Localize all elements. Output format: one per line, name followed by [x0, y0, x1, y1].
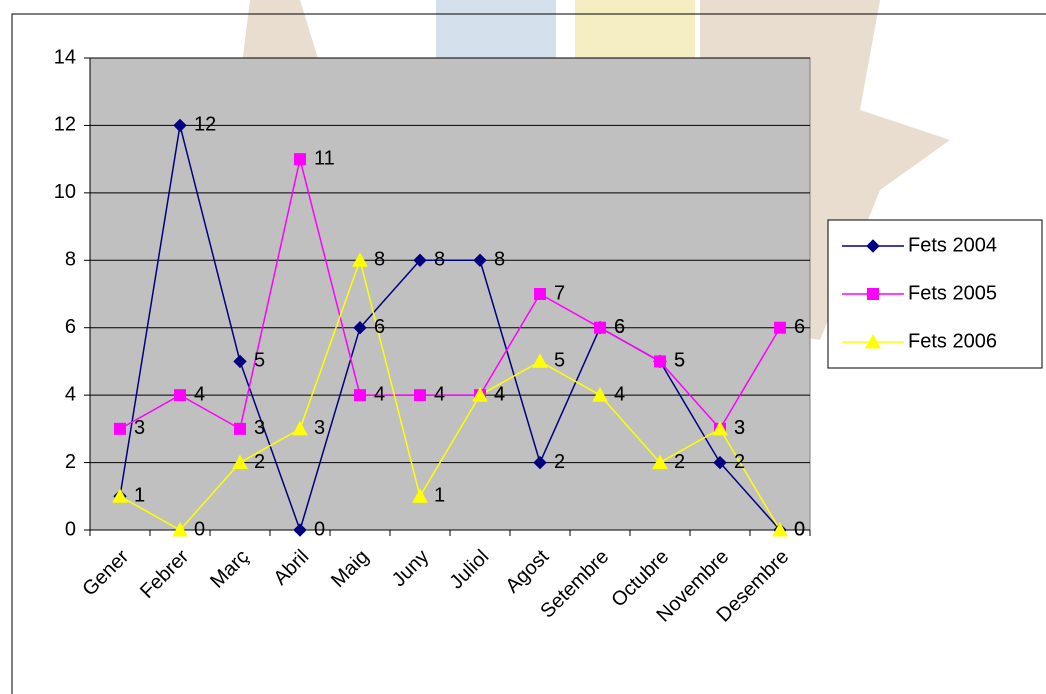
- marker: [772, 521, 788, 537]
- marker: [592, 387, 608, 402]
- data-label: 1: [134, 485, 145, 507]
- data-label: 1: [134, 485, 145, 507]
- data-label: 4: [194, 383, 205, 405]
- series-line: [119, 125, 781, 533]
- data-label: 3: [254, 417, 265, 439]
- marker: [232, 454, 248, 470]
- marker: [594, 321, 606, 334]
- data-label: 6: [794, 316, 805, 338]
- legend-marker: [866, 239, 880, 253]
- data-label: 5: [674, 350, 685, 372]
- data-label: 12: [194, 114, 216, 136]
- marker: [473, 253, 487, 267]
- marker: [713, 455, 727, 470]
- y-tick-label: 0: [65, 518, 76, 540]
- y-tick-label: 4: [65, 383, 76, 405]
- data-label: 3: [134, 417, 145, 439]
- y-tick-label: 14: [54, 46, 76, 68]
- data-label: 0: [194, 518, 205, 540]
- x-tick-label: Juny: [388, 546, 433, 591]
- data-label: 4: [374, 383, 385, 405]
- marker: [652, 454, 668, 470]
- marker: [532, 353, 548, 368]
- x-tick-label: Març: [206, 546, 253, 593]
- marker: [712, 420, 728, 436]
- marker: [172, 521, 188, 537]
- x-tick-label: Agost: [502, 545, 554, 597]
- legend-label: Fets 2004: [908, 234, 997, 256]
- marker: [472, 387, 488, 402]
- data-label: 4: [434, 383, 445, 405]
- marker: [234, 422, 246, 435]
- marker: [353, 321, 367, 335]
- data-label: 7: [554, 282, 565, 304]
- marker: [774, 321, 786, 334]
- marker: [654, 355, 666, 368]
- data-label: 2: [734, 451, 745, 473]
- data-label: 5: [554, 350, 565, 372]
- data-label: 3: [734, 417, 745, 439]
- marker: [354, 389, 366, 402]
- marker: [533, 455, 547, 470]
- data-label: 4: [494, 383, 505, 405]
- marker: [293, 523, 307, 537]
- data-label: 4: [494, 383, 505, 405]
- chart-border: [11, 13, 1046, 694]
- x-tick-label: Abril: [269, 546, 313, 590]
- marker: [534, 288, 546, 300]
- y-tick-label: 8: [65, 249, 76, 271]
- data-label: 0: [794, 518, 805, 540]
- data-label: 5: [674, 350, 685, 372]
- data-label: 3: [734, 417, 745, 439]
- marker: [233, 354, 247, 369]
- data-label: 8: [494, 249, 505, 271]
- x-tick-label: Juliol: [445, 546, 493, 594]
- y-tick-label: 10: [54, 181, 76, 203]
- x-tick-label: Maig: [327, 546, 373, 592]
- x-tick-label: Gener: [78, 545, 133, 600]
- data-label: 4: [614, 383, 625, 405]
- x-tick-label: Febrer: [136, 545, 193, 602]
- marker: [112, 488, 128, 503]
- y-tick-label: 12: [54, 114, 76, 136]
- data-label: 2: [554, 451, 565, 473]
- marker: [292, 420, 308, 436]
- data-label: 6: [614, 316, 625, 338]
- data-label: 0: [794, 518, 805, 540]
- data-label: 6: [374, 316, 385, 338]
- data-label: 2: [674, 451, 685, 473]
- data-label: 0: [314, 518, 325, 540]
- y-tick-label: 2: [65, 451, 76, 473]
- data-label: 1: [434, 485, 445, 507]
- marker: [294, 153, 306, 166]
- marker: [414, 389, 426, 402]
- data-label: 11: [314, 147, 335, 169]
- legend-marker: [867, 288, 879, 300]
- data-label: 6: [614, 316, 625, 338]
- marker: [412, 488, 428, 503]
- marker: [352, 252, 368, 267]
- marker: [173, 118, 187, 133]
- legend-label: Fets 2006: [908, 330, 997, 352]
- marker: [413, 253, 427, 267]
- data-label: 8: [434, 249, 445, 271]
- data-label: 8: [374, 249, 385, 271]
- series-line: [119, 257, 781, 531]
- y-tick-label: 6: [65, 316, 76, 338]
- legend-label: Fets 2005: [908, 282, 997, 304]
- legend-marker: [865, 333, 881, 349]
- marker: [114, 422, 126, 435]
- data-label: 3: [314, 417, 325, 439]
- marker: [174, 389, 186, 402]
- data-label: 2: [254, 451, 265, 473]
- data-label: 5: [254, 350, 265, 372]
- series-line: [119, 158, 781, 431]
